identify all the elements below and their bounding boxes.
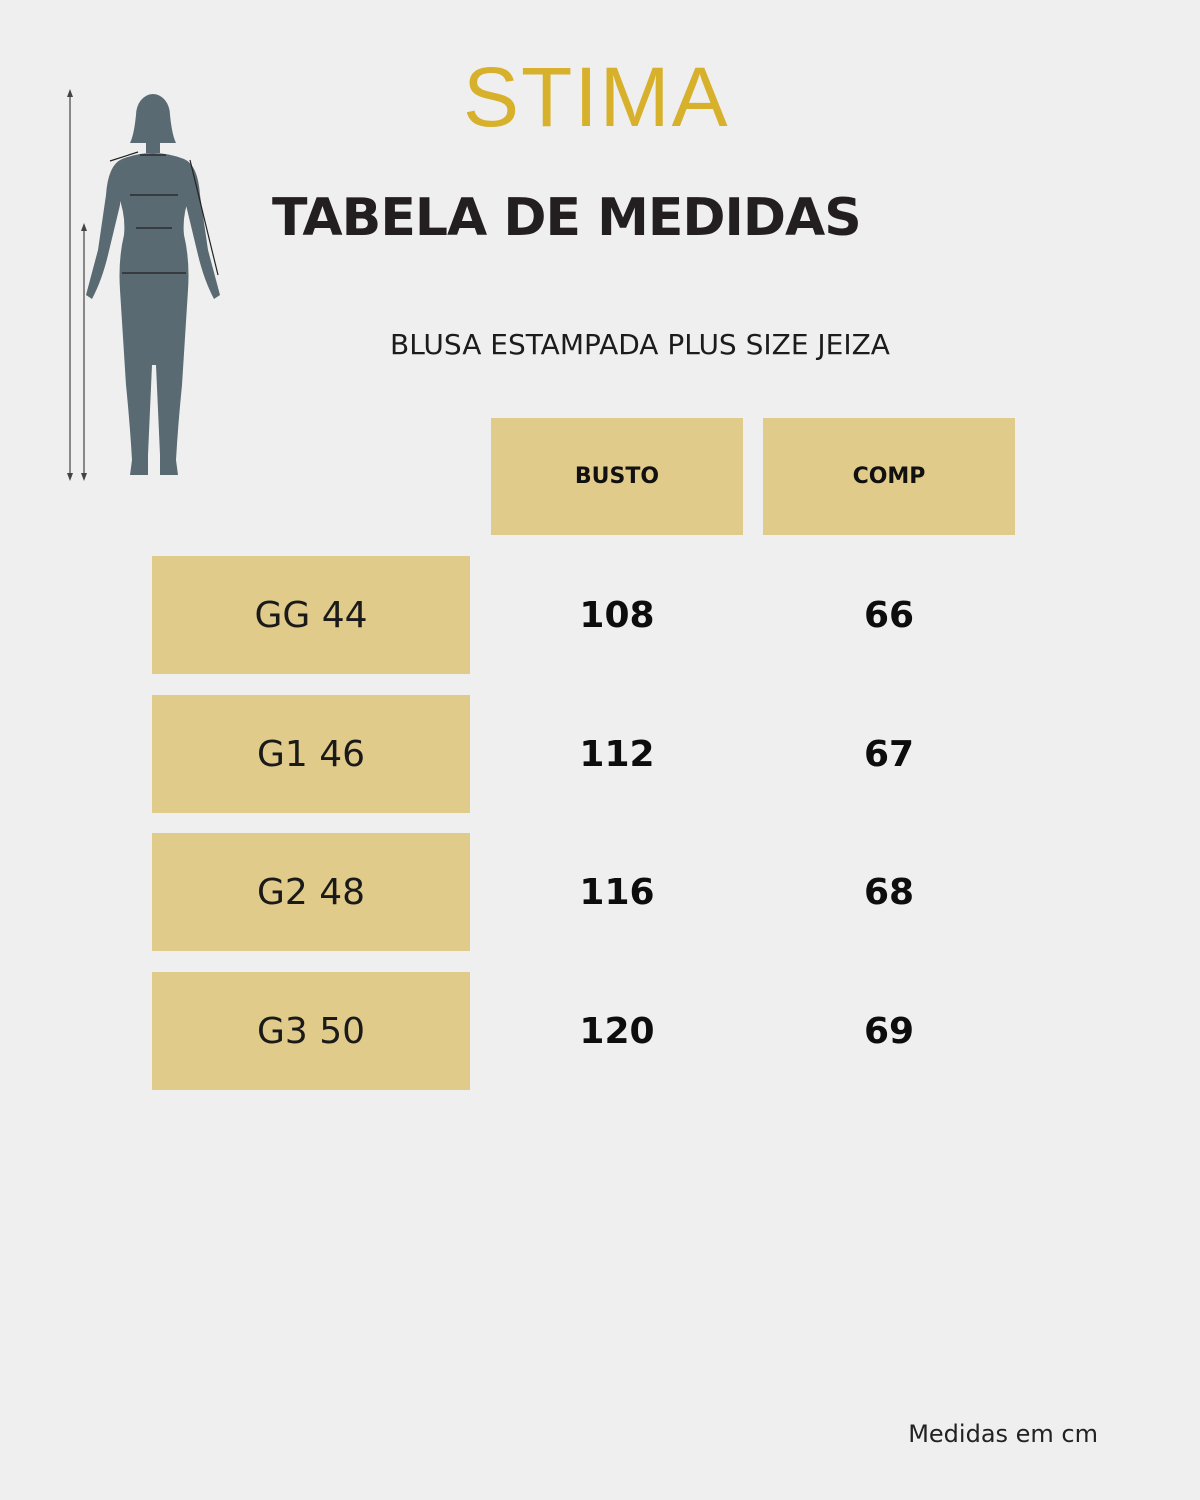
size-label-row-4: G3 50 bbox=[152, 972, 470, 1090]
size-label-row-2: G1 46 bbox=[152, 695, 470, 813]
units-note: Medidas em cm bbox=[908, 1420, 1098, 1448]
busto-value-row-1: 108 bbox=[579, 594, 655, 636]
busto-value-row-3: 116 bbox=[579, 871, 655, 913]
size-label-row-3: G2 48 bbox=[152, 833, 470, 951]
column-header-busto: BUSTO bbox=[491, 418, 743, 535]
column-header-comp: COMP bbox=[763, 418, 1015, 535]
comp-value-row-4: 69 bbox=[863, 1010, 915, 1052]
product-name: BLUSA ESTAMPADA PLUS SIZE JEIZA bbox=[390, 328, 890, 361]
busto-value-row-2: 112 bbox=[579, 733, 655, 775]
size-label-row-1: GG 44 bbox=[152, 556, 470, 674]
brand-logo: STIMA bbox=[463, 50, 730, 144]
busto-value-row-4: 120 bbox=[579, 1010, 655, 1052]
comp-value-row-3: 68 bbox=[863, 871, 915, 913]
body-measurement-figure-icon bbox=[60, 85, 230, 489]
comp-value-row-2: 67 bbox=[863, 733, 915, 775]
page-title: TABELA DE MEDIDAS bbox=[272, 188, 862, 248]
comp-value-row-1: 66 bbox=[863, 594, 915, 636]
